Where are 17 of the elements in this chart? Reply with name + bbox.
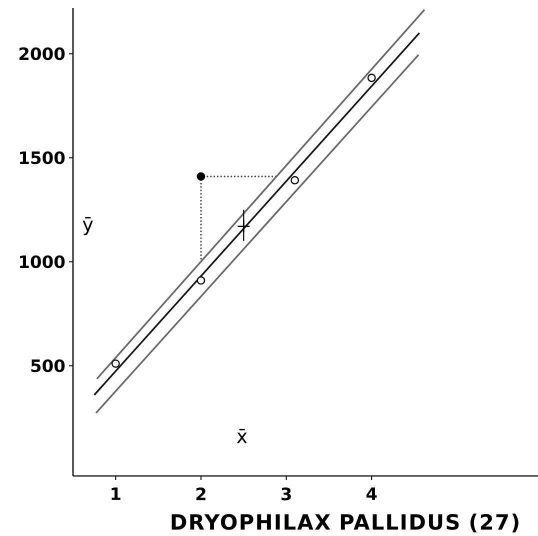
point — [290, 176, 300, 184]
y-tick-label: 1500 — [20, 151, 65, 164]
point — [367, 74, 376, 82]
y-tick-label: 500 — [31, 359, 65, 372]
y-tick-label: 1000 — [20, 255, 65, 268]
annotation: ȳ — [82, 217, 93, 236]
x-tick-label: 4 — [366, 488, 377, 500]
x-tick-label: 2 — [196, 488, 206, 500]
point — [111, 359, 120, 368]
x-tick-label: 1 — [112, 488, 120, 500]
x-tick-label: 3 — [282, 488, 291, 500]
point — [196, 172, 206, 181]
y-tick-label: 2000 — [20, 47, 65, 60]
point — [236, 220, 250, 234]
x-axis-title: DRYOPHILAX PALLIDUS (27) — [172, 514, 518, 532]
annotation: x̄ — [236, 428, 247, 444]
point — [196, 276, 206, 285]
